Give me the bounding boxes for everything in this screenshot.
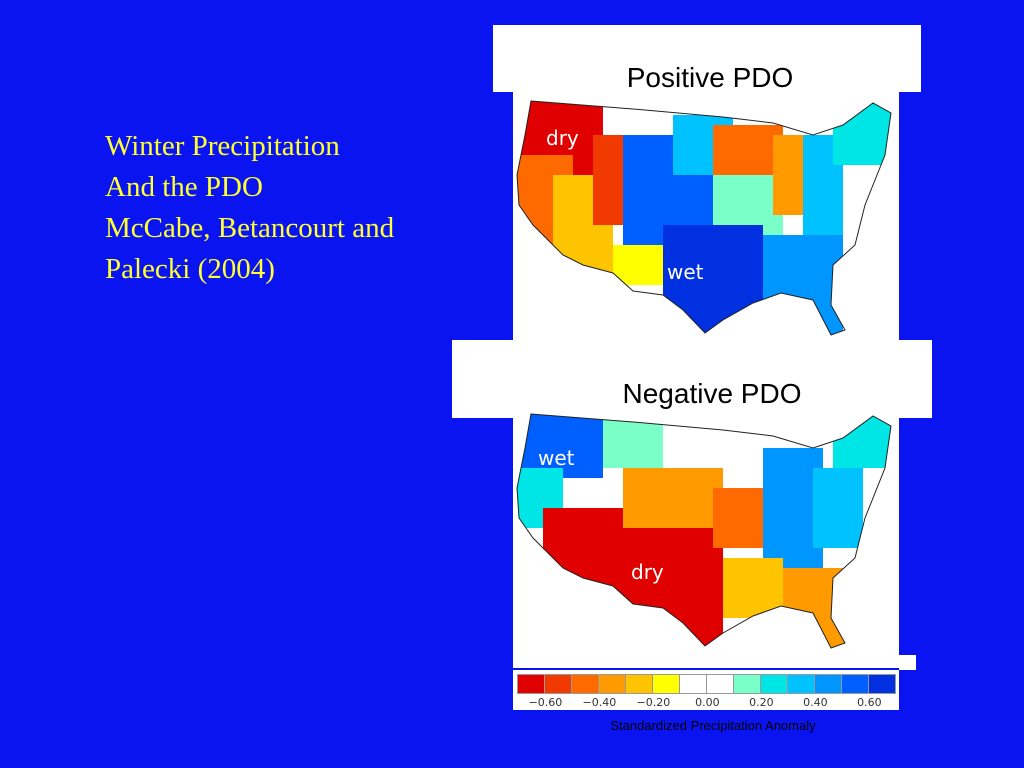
negative-title-box xyxy=(452,340,932,418)
slide-title: Winter Precipitation And the PDO McCabe,… xyxy=(105,126,465,290)
legend-swatch xyxy=(733,674,761,694)
legend-swatch xyxy=(868,674,896,694)
positive-pdo-title: Positive PDO xyxy=(626,62,794,93)
legend-swatch xyxy=(571,674,599,694)
legend-swatch xyxy=(598,674,626,694)
legend-tick-label: 0.60 xyxy=(857,696,882,709)
legend-swatch xyxy=(841,674,869,694)
legend-swatch xyxy=(814,674,842,694)
legend-swatch xyxy=(625,674,653,694)
legend-swatch xyxy=(679,674,707,694)
legend-tick-label: 0.20 xyxy=(749,696,774,709)
negative-pdo-title: Negative PDO xyxy=(622,378,802,409)
title-line-2: And the PDO xyxy=(105,171,263,203)
positive-dry-label: dry xyxy=(546,126,579,150)
legend-tick-label: 0.00 xyxy=(695,696,720,709)
legend-swatch xyxy=(760,674,788,694)
negative-map-footer xyxy=(899,655,916,670)
legend-swatch xyxy=(652,674,680,694)
legend-swatch xyxy=(517,674,545,694)
positive-wet-label: wet xyxy=(667,260,704,284)
legend-tick-label: −0.40 xyxy=(582,696,617,709)
legend-swatch xyxy=(544,674,572,694)
positive-pdo-map xyxy=(516,100,892,336)
legend-swatch xyxy=(706,674,734,694)
title-line-1: Winter Precipitation xyxy=(105,130,340,162)
positive-title-box xyxy=(493,25,921,92)
negative-dry-label: dry xyxy=(631,560,664,584)
legend-swatch xyxy=(787,674,815,694)
negative-pdo-map xyxy=(516,413,892,649)
title-line-4: Palecki (2004) xyxy=(105,253,275,285)
legend-caption: Standardized Precipitation Anomaly xyxy=(610,718,816,733)
legend-tick-label: −0.60 xyxy=(528,696,563,709)
color-scale-legend: −0.60 −0.40 −0.20 0.00 0.20 0.40 0.60 xyxy=(513,670,899,710)
negative-wet-label: wet xyxy=(538,446,575,470)
legend-tick-label: −0.20 xyxy=(636,696,671,709)
legend-tick-label: 0.40 xyxy=(803,696,828,709)
title-line-3: McCabe, Betancourt and xyxy=(105,212,395,244)
